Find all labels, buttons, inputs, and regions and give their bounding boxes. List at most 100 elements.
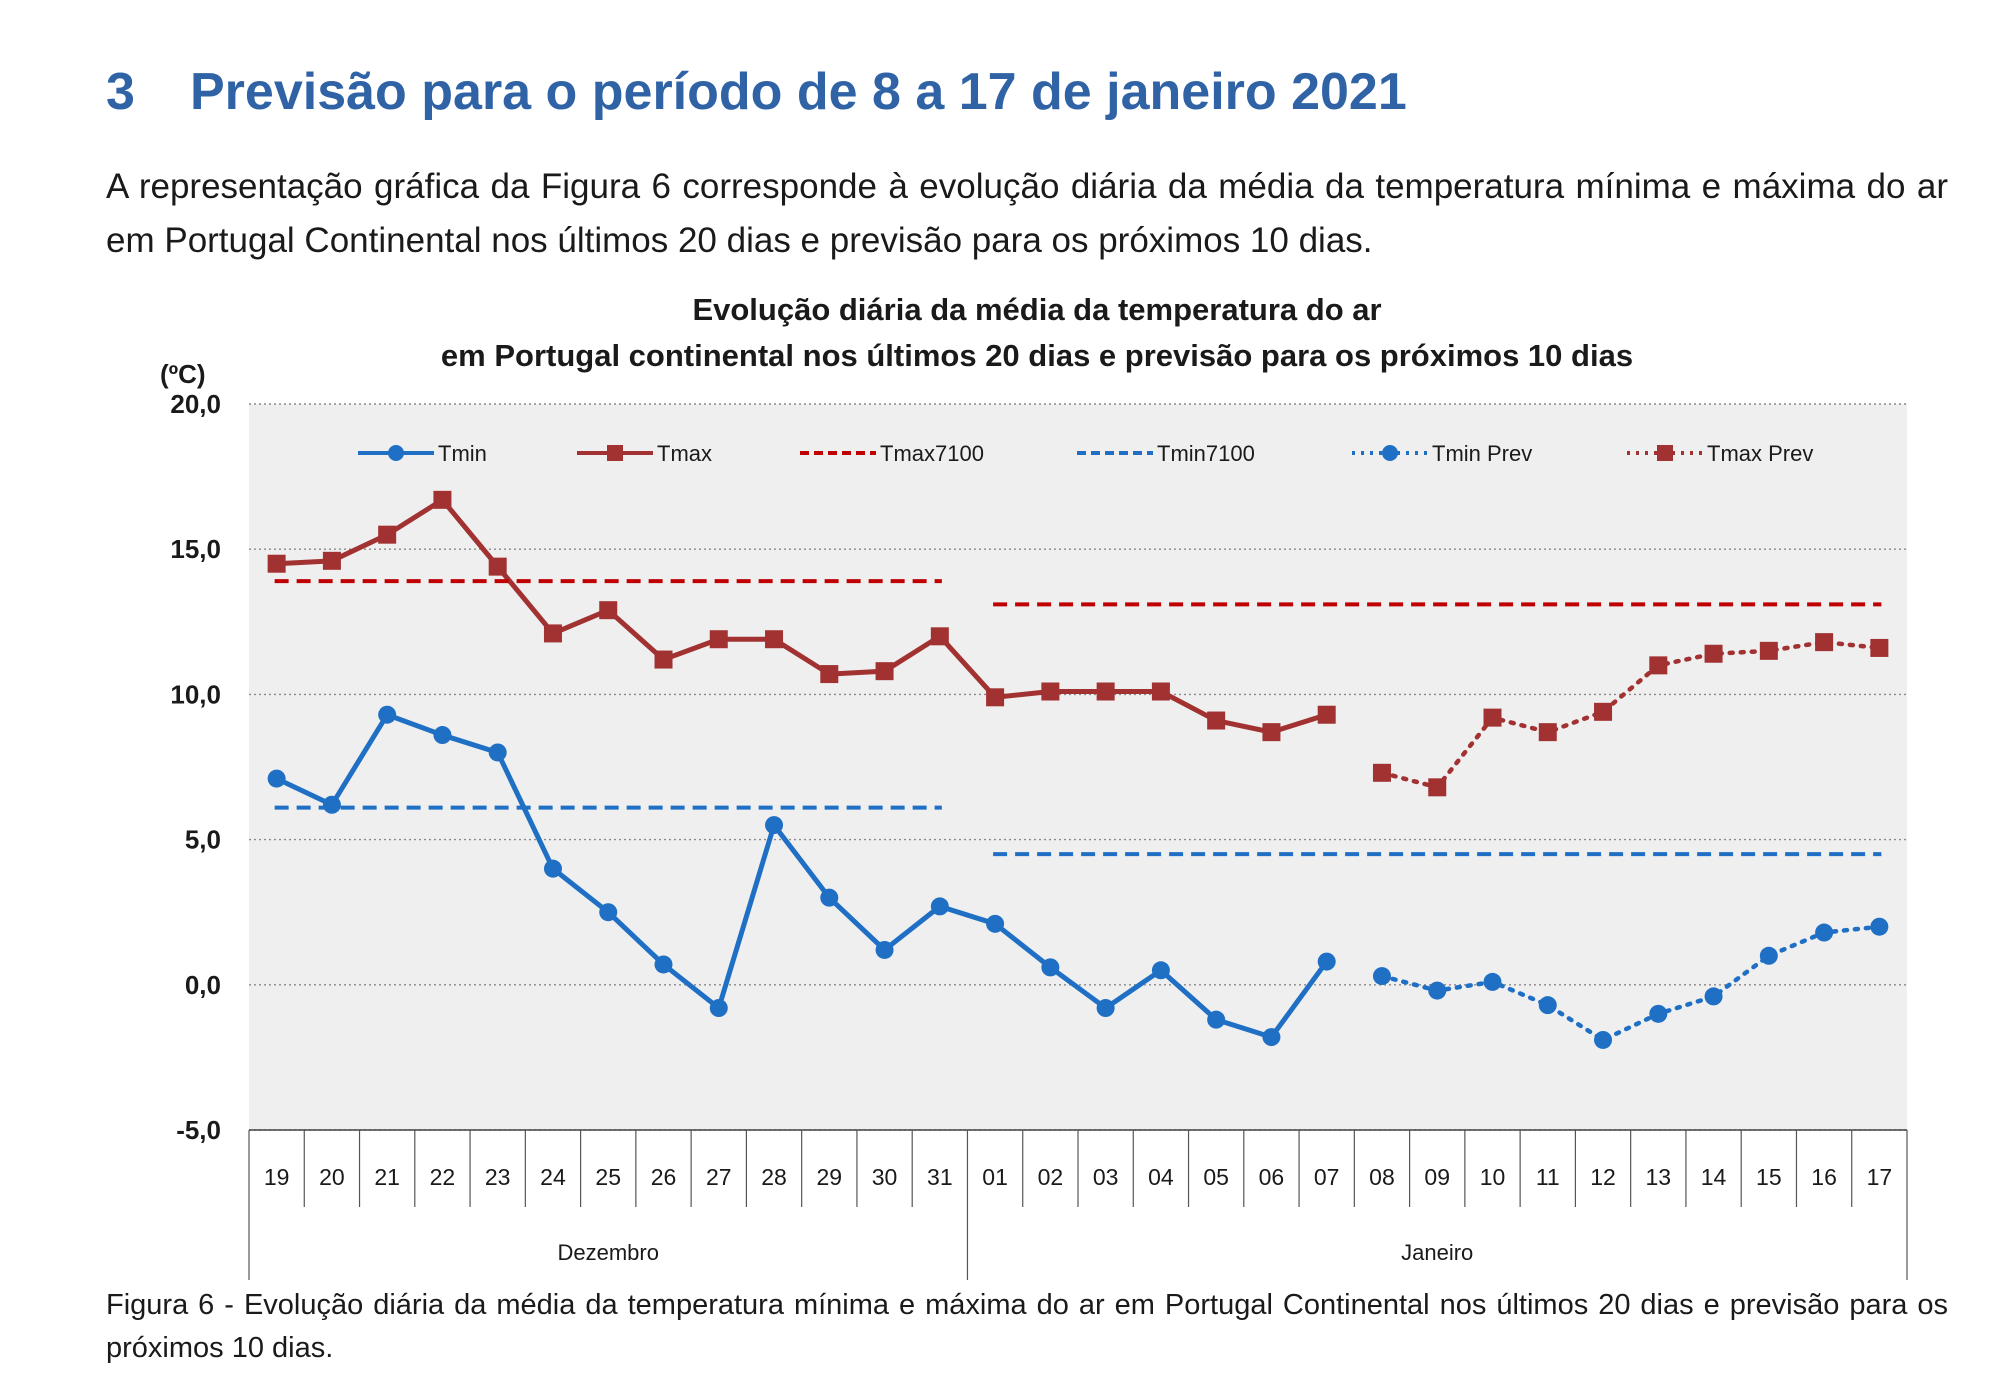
tmin-point — [1151, 961, 1170, 980]
tmin-point — [378, 705, 397, 724]
tmax-point — [599, 601, 618, 620]
tmax-point — [322, 551, 341, 570]
tmin-point — [709, 999, 728, 1018]
x-tick-label: 13 — [1646, 1164, 1672, 1190]
tmax-prev-point — [1428, 778, 1447, 797]
tmin-point — [1041, 958, 1060, 977]
legend-label-tmin-prev: Tmin Prev — [1432, 441, 1532, 466]
tmin-prev-point — [1538, 996, 1557, 1015]
x-tick-label: 23 — [485, 1164, 511, 1190]
x-tick-label: 30 — [872, 1164, 898, 1190]
chart-title-line1: Evolução diária da média da temperatura … — [692, 292, 1381, 327]
chart-title-line2: em Portugal continental nos últimos 20 d… — [441, 338, 1633, 373]
x-tick-label: 03 — [1093, 1164, 1119, 1190]
tmax-prev-point — [1759, 641, 1778, 660]
tmin-prev-point — [1428, 981, 1447, 1000]
tmin-point — [1317, 952, 1336, 971]
x-tick-label: 21 — [374, 1164, 400, 1190]
legend-marker-tmax-prev — [1657, 445, 1673, 461]
x-tick-label: 05 — [1203, 1164, 1229, 1190]
y-tick-label: 5,0 — [185, 825, 221, 855]
tmax-prev-line — [1379, 639, 1882, 790]
section-heading: 3 Previsão para o período de 8 a 17 de ja… — [106, 62, 1407, 122]
legend-marker-tmin-prev — [1382, 445, 1398, 461]
x-tick-label: 28 — [761, 1164, 787, 1190]
tmin-point — [875, 940, 894, 959]
tmin-point — [599, 903, 618, 922]
month-label: Dezembro — [557, 1240, 658, 1265]
temperature-chart: Evolução diária da média da temperatura … — [160, 292, 1908, 1280]
tmax-point — [488, 557, 507, 576]
tmin-prev-point — [1704, 987, 1723, 1006]
tmin-prev-point — [1594, 1030, 1613, 1049]
x-tick-label: 14 — [1701, 1164, 1727, 1190]
x-tick-label: 01 — [982, 1164, 1008, 1190]
tmin-point — [322, 795, 341, 814]
plot-background — [249, 404, 1907, 1130]
x-tick-label: 15 — [1756, 1164, 1782, 1190]
tmax-point — [875, 662, 894, 681]
tmax-prev-point — [1483, 708, 1502, 727]
tmin-point — [765, 816, 784, 835]
tmax-point — [1262, 723, 1281, 742]
tmin-prev-line — [1379, 924, 1882, 1043]
tmax-point — [709, 630, 728, 649]
tmax-point — [543, 624, 562, 643]
tmin-prev-point — [1759, 946, 1778, 965]
x-tick-label: 02 — [1038, 1164, 1064, 1190]
tmin-point — [543, 859, 562, 878]
figure-caption: Figura 6 - Evolução diária da média da t… — [106, 1289, 1948, 1364]
legend-label-tmax-prev: Tmax Prev — [1707, 441, 1813, 466]
tmin-point — [433, 726, 452, 745]
plot-area: 20,0 15,0 10,0 5,0 0,0 -5,0 19 20 21 22 23 24 25 26 27… — [170, 389, 1908, 1280]
tmax-prev-point — [1704, 644, 1723, 663]
tmax-point — [267, 554, 286, 573]
tmax-prev-point — [1870, 638, 1889, 657]
x-tick-label: 22 — [430, 1164, 456, 1190]
tmin-point — [654, 955, 673, 974]
tmin-point — [488, 743, 507, 762]
tmax-point — [1151, 682, 1170, 701]
y-tick-label: 20,0 — [170, 389, 221, 419]
x-tick-label: 24 — [540, 1164, 566, 1190]
x-tick-label: 27 — [706, 1164, 732, 1190]
tmin-point — [1096, 999, 1115, 1018]
x-tick-label: 06 — [1259, 1164, 1285, 1190]
y-tick-label: -5,0 — [176, 1115, 221, 1145]
x-tick-label: 31 — [927, 1164, 953, 1190]
tmax-prev-point — [1372, 763, 1391, 782]
x-tick-label: 16 — [1811, 1164, 1837, 1190]
tmax-prev-point — [1649, 656, 1668, 675]
tmin-point — [820, 888, 839, 907]
legend-label-tmax7100: Tmax7100 — [880, 441, 984, 466]
tmin-point — [930, 897, 949, 916]
x-tick-label: 25 — [595, 1164, 621, 1190]
tmax-prev-point — [1594, 702, 1613, 721]
tmax-point — [1207, 711, 1226, 730]
intro-paragraph: A representação gráfica da Figura 6 corr… — [106, 167, 1948, 260]
x-tick-label: 11 — [1536, 1164, 1560, 1190]
x-tick-label: 09 — [1424, 1164, 1450, 1190]
tmin-point — [267, 769, 286, 788]
y-axis-unit-label: (ºC) — [160, 359, 206, 389]
tmax-prev-point — [1538, 723, 1557, 742]
tmax-point — [1041, 682, 1060, 701]
y-tick-label: 15,0 — [170, 534, 221, 564]
legend-label-tmin: Tmin — [438, 441, 487, 466]
section-title: Previsão para o período de 8 a 17 de jan… — [190, 63, 1407, 121]
tmin-point — [986, 914, 1005, 933]
tmin-prev-point — [1870, 917, 1889, 936]
tmin-prev-point — [1815, 923, 1834, 942]
tmax-point — [1317, 705, 1336, 724]
x-tick-label: 29 — [817, 1164, 843, 1190]
y-tick-label: 0,0 — [185, 970, 221, 1000]
x-tick-label: 17 — [1867, 1164, 1893, 1190]
tmin-point — [1262, 1028, 1281, 1047]
tmax-point — [433, 490, 452, 509]
tmax-line — [274, 497, 1330, 735]
tmin-prev-point — [1649, 1004, 1668, 1023]
tmax-point — [654, 650, 673, 669]
tmin-prev-point — [1483, 972, 1502, 991]
tmin-line — [274, 712, 1330, 1040]
x-tick-label: 19 — [264, 1164, 290, 1190]
